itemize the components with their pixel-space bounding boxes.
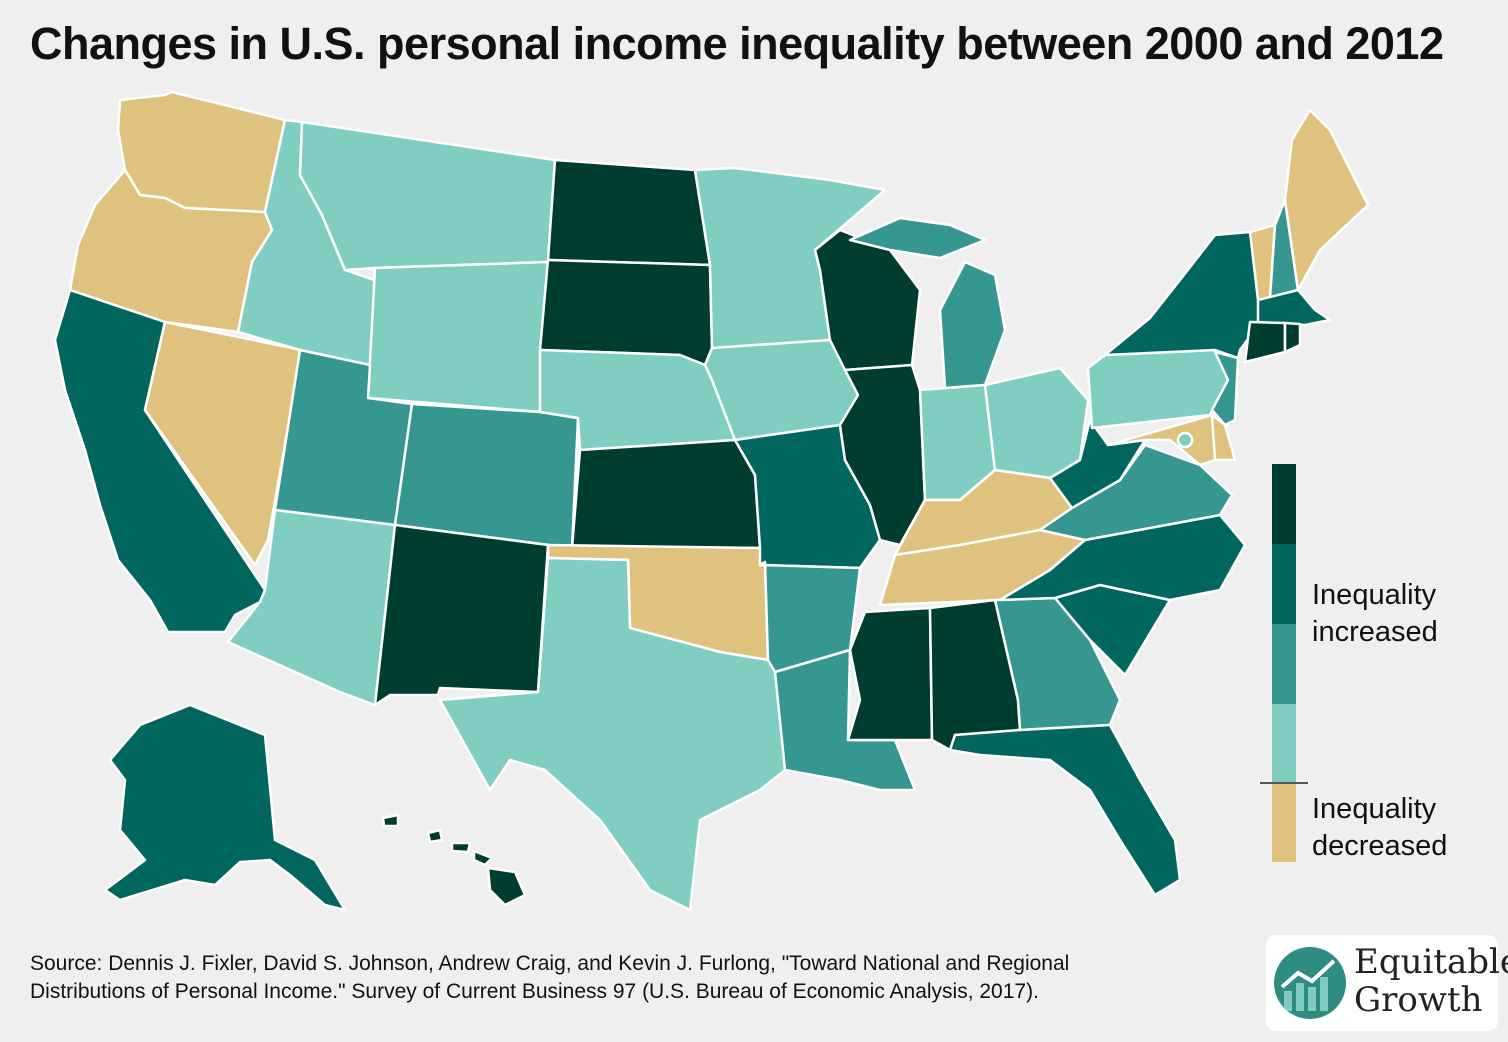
state-new-mexico[interactable] [373, 523, 550, 707]
legend-increased-line1: Inequality [1312, 579, 1437, 611]
state-colorado[interactable] [393, 402, 580, 550]
state-north-dakota[interactable] [546, 158, 712, 267]
legend-swatch-decreased [1272, 784, 1296, 862]
legend-swatch-dark [1272, 544, 1296, 624]
legend-divider [1260, 782, 1308, 784]
state-new-york[interactable] [1103, 230, 1264, 360]
state-ohio[interactable] [983, 366, 1090, 480]
equitable-growth-logo: Equitable Growth [1266, 935, 1508, 1031]
state-texas[interactable] [438, 556, 787, 912]
legend-decreased-line2: decreased [1312, 830, 1448, 862]
legend-decreased-label: Inequality decreased [1312, 791, 1447, 865]
source-line-1: Source: Dennis J. Fixler, David S. Johns… [30, 952, 1070, 975]
state-hawaii[interactable] [381, 813, 527, 907]
state-district-of-columbia[interactable] [1176, 431, 1194, 449]
state-maine[interactable] [1283, 108, 1370, 292]
state-south-dakota[interactable] [538, 258, 714, 367]
logo-line-2: Growth [1354, 980, 1483, 1020]
state-illinois[interactable] [838, 363, 927, 547]
state-louisiana[interactable] [773, 648, 917, 792]
state-washington[interactable] [116, 90, 287, 214]
state-nevada[interactable] [143, 320, 304, 567]
page-title: Changes in U.S. personal income inequali… [30, 18, 1444, 69]
state-wyoming[interactable] [366, 260, 550, 414]
state-north-carolina[interactable] [998, 513, 1247, 602]
source-line-2: Distributions of Personal Income." Surve… [30, 980, 1039, 1003]
state-rhode-island[interactable] [1283, 321, 1302, 354]
logo-wordmark: Equitable Growth [1354, 943, 1508, 1019]
equitable-growth-chart-icon [1274, 947, 1346, 1019]
state-connecticut[interactable] [1243, 320, 1287, 364]
legend-swatch-medium [1272, 624, 1296, 704]
state-montana[interactable] [298, 120, 557, 272]
state-kansas[interactable] [570, 438, 762, 550]
state-california[interactable] [53, 288, 267, 634]
state-florida[interactable] [948, 723, 1182, 897]
legend: Inequality increased Inequality decrease… [1260, 464, 1502, 865]
state-mississippi[interactable] [846, 606, 934, 742]
legend-increased-line2: increased [1312, 616, 1438, 648]
state-alaska[interactable] [103, 703, 347, 912]
legend-swatch-darkest [1272, 464, 1296, 544]
legend-decreased-line1: Inequality [1312, 793, 1437, 825]
logo-line-1: Equitable [1354, 942, 1508, 982]
legend-increased-label: Inequality increased [1312, 577, 1438, 651]
legend-swatch-light [1272, 704, 1296, 782]
source-note: Source: Dennis J. Fixler, David S. Johns… [30, 950, 1220, 1006]
